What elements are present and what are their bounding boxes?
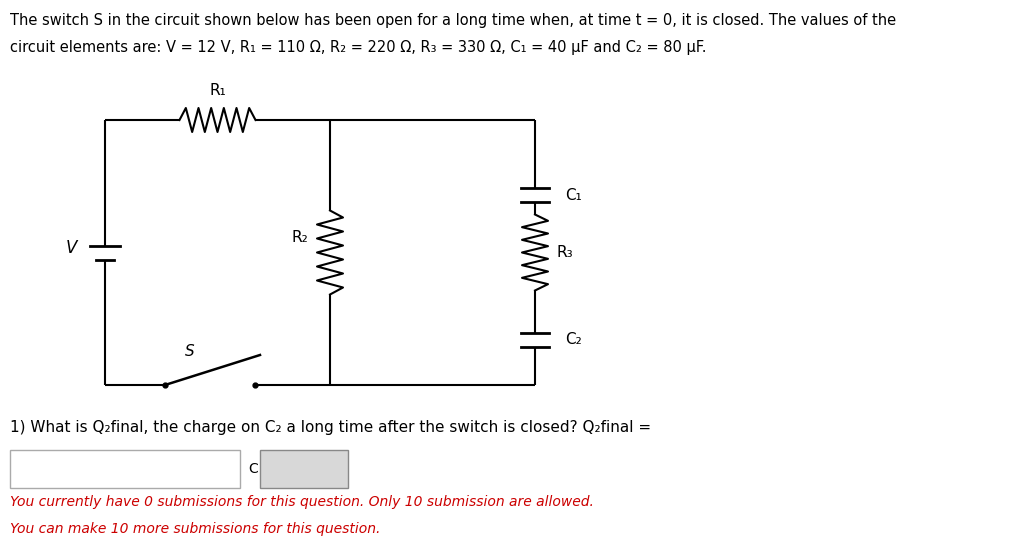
Text: R₂: R₂ [291, 230, 308, 245]
Bar [260, 450, 348, 488]
Text: You can make 10 more submissions for this question.: You can make 10 more submissions for thi… [10, 522, 380, 536]
Text: The switch S in the circuit shown below has been open for a long time when, at t: The switch S in the circuit shown below … [10, 13, 896, 28]
Text: Submit: Submit [280, 462, 329, 476]
Text: V: V [66, 239, 77, 256]
Text: R₃: R₃ [557, 245, 573, 260]
Text: C₁: C₁ [565, 188, 582, 202]
Text: C: C [248, 462, 258, 476]
Bar [10, 450, 240, 488]
Text: You currently have 0 submissions for this question. Only 10 submission are allow: You currently have 0 submissions for thi… [10, 495, 594, 509]
Text: R₁: R₁ [209, 83, 226, 98]
Text: C₂: C₂ [565, 333, 582, 348]
Text: S: S [185, 344, 195, 359]
Text: 1) What is Q₂final, the charge on C₂ a long time after the switch is closed? Q₂f: 1) What is Q₂final, the charge on C₂ a l… [10, 420, 651, 435]
Text: circuit elements are: V = 12 V, R₁ = 110 Ω, R₂ = 220 Ω, R₃ = 330 Ω, C₁ = 40 μF a: circuit elements are: V = 12 V, R₁ = 110… [10, 40, 707, 55]
